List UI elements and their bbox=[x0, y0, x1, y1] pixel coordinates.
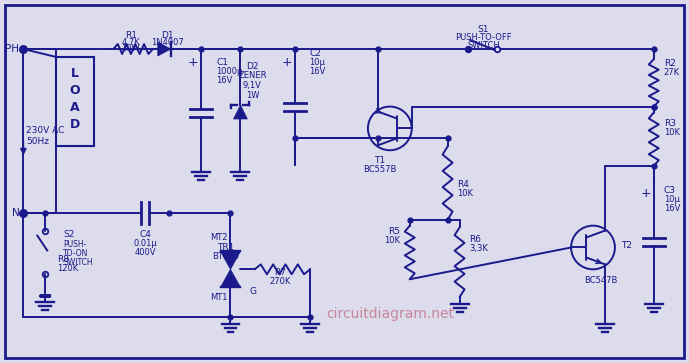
Text: 0.01μ: 0.01μ bbox=[134, 239, 158, 248]
Text: 10K: 10K bbox=[457, 189, 473, 199]
Text: SWITCH: SWITCH bbox=[63, 258, 93, 267]
Text: D2: D2 bbox=[246, 62, 258, 72]
Text: C2: C2 bbox=[309, 49, 321, 58]
Text: TR1: TR1 bbox=[217, 243, 234, 252]
Text: TO-ON: TO-ON bbox=[63, 249, 89, 258]
Text: PUSH-TO-OFF: PUSH-TO-OFF bbox=[455, 33, 512, 42]
Text: 1N4007: 1N4007 bbox=[152, 38, 184, 46]
Text: 10μ: 10μ bbox=[309, 58, 325, 68]
Text: G: G bbox=[250, 287, 257, 295]
Text: 1000μ: 1000μ bbox=[216, 68, 243, 76]
Text: 10K: 10K bbox=[384, 236, 400, 245]
Text: R2: R2 bbox=[664, 60, 676, 68]
Polygon shape bbox=[220, 252, 240, 269]
Text: MT2: MT2 bbox=[209, 233, 227, 242]
Text: 120K: 120K bbox=[57, 264, 79, 273]
Text: BT136: BT136 bbox=[212, 252, 239, 261]
Text: 10W: 10W bbox=[121, 44, 141, 53]
Text: 16V: 16V bbox=[664, 204, 680, 213]
Text: MT1: MT1 bbox=[209, 293, 227, 302]
Text: R3: R3 bbox=[664, 119, 676, 128]
Text: C4: C4 bbox=[140, 230, 152, 239]
Text: 9,1V: 9,1V bbox=[243, 81, 262, 90]
Text: +: + bbox=[641, 187, 651, 200]
Text: O: O bbox=[70, 84, 81, 97]
Text: 230V AC: 230V AC bbox=[26, 126, 65, 135]
Text: 3,3K: 3,3K bbox=[469, 244, 489, 253]
Text: L: L bbox=[71, 67, 79, 80]
Text: PUSH-: PUSH- bbox=[63, 240, 87, 249]
Polygon shape bbox=[158, 42, 171, 56]
Text: 50Hz: 50Hz bbox=[26, 137, 50, 146]
Text: R4: R4 bbox=[457, 180, 469, 189]
Text: D: D bbox=[70, 118, 80, 131]
Text: 16V: 16V bbox=[309, 68, 325, 76]
Text: S1: S1 bbox=[477, 25, 489, 34]
FancyBboxPatch shape bbox=[6, 5, 683, 358]
Text: 270K: 270K bbox=[269, 277, 291, 286]
Text: D1: D1 bbox=[161, 30, 174, 40]
Text: SWITCH: SWITCH bbox=[467, 41, 500, 50]
Text: S2: S2 bbox=[63, 230, 74, 239]
Text: 4.7K: 4.7K bbox=[121, 38, 141, 46]
Text: T2: T2 bbox=[621, 241, 632, 250]
Text: PH: PH bbox=[6, 44, 19, 54]
Text: R6: R6 bbox=[469, 235, 482, 244]
Text: R1: R1 bbox=[125, 30, 137, 40]
Text: 27K: 27K bbox=[664, 68, 680, 77]
Text: R5: R5 bbox=[388, 227, 400, 236]
Text: circuitdiagram.net: circuitdiagram.net bbox=[326, 307, 454, 321]
Text: 10K: 10K bbox=[664, 128, 680, 137]
Polygon shape bbox=[220, 269, 240, 287]
Text: R8: R8 bbox=[57, 255, 69, 264]
Text: +: + bbox=[282, 56, 293, 69]
Text: C1: C1 bbox=[216, 58, 229, 68]
Text: +: + bbox=[187, 56, 198, 69]
Text: 16V: 16V bbox=[216, 76, 233, 85]
Text: R7: R7 bbox=[274, 268, 287, 277]
Text: 1W: 1W bbox=[246, 91, 259, 100]
Text: C3: C3 bbox=[664, 187, 676, 195]
Text: ZENER: ZENER bbox=[238, 71, 267, 80]
Text: N: N bbox=[12, 208, 19, 218]
Text: BC547B: BC547B bbox=[584, 276, 617, 285]
Polygon shape bbox=[234, 105, 247, 119]
Text: A: A bbox=[70, 101, 80, 114]
Text: T1: T1 bbox=[374, 156, 385, 165]
Bar bbox=[56, 57, 94, 146]
Text: 10μ: 10μ bbox=[664, 195, 679, 204]
Text: BC557B: BC557B bbox=[363, 164, 397, 174]
Text: 400V: 400V bbox=[135, 248, 156, 257]
